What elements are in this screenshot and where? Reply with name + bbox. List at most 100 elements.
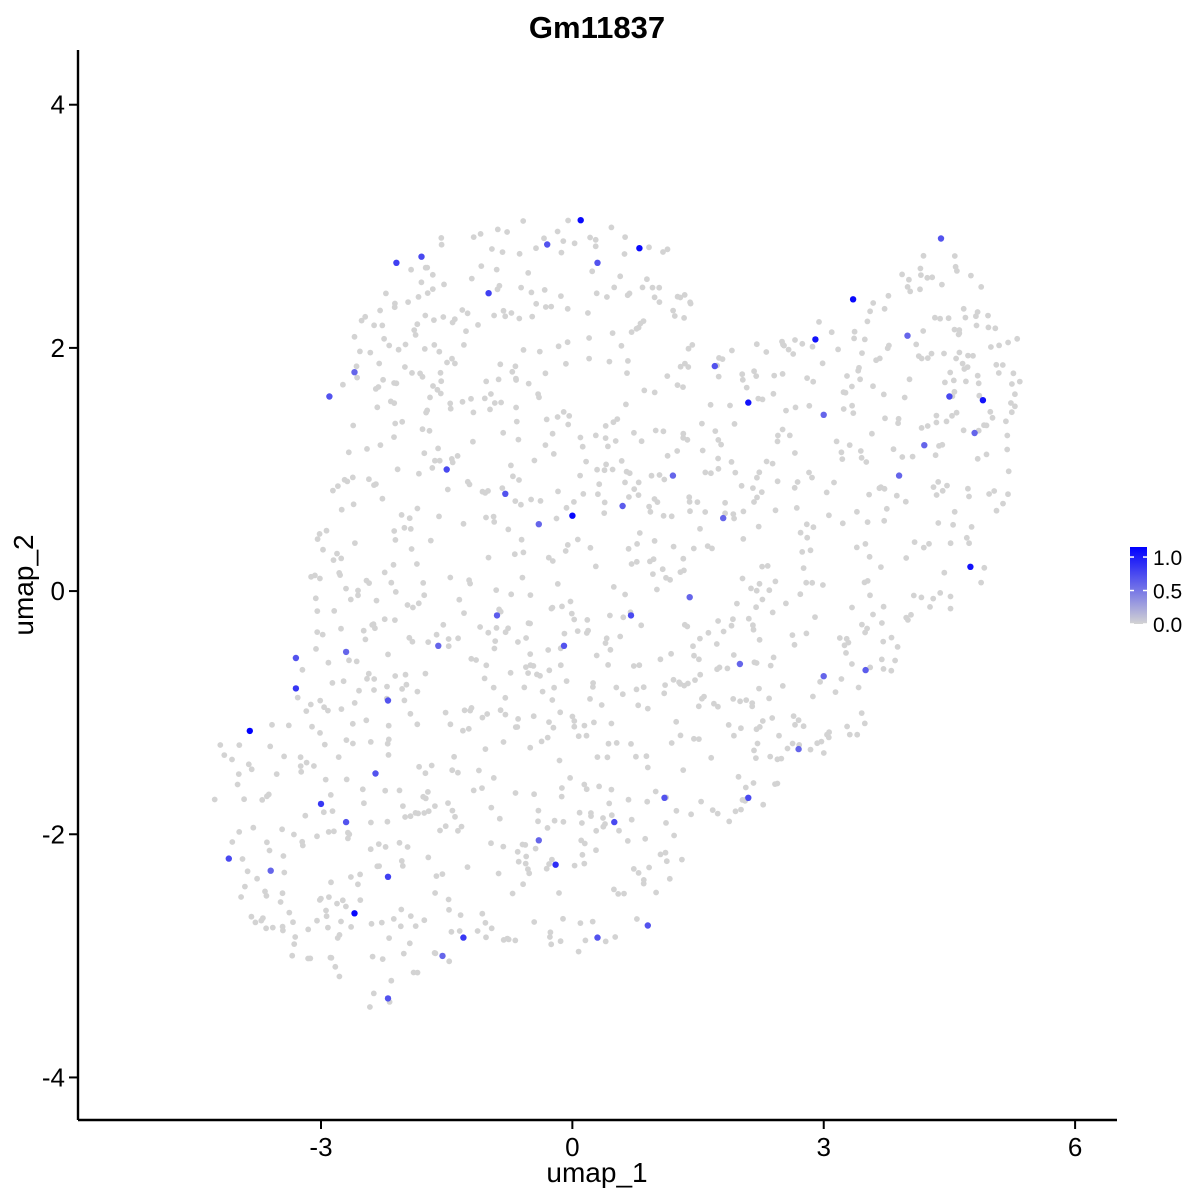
- cell-point: [438, 378, 445, 385]
- cell-point: [429, 286, 436, 292]
- cell-point: [344, 478, 351, 485]
- cell-point: [445, 896, 452, 903]
- cell-point: [385, 722, 392, 729]
- x-tick-label: -3: [309, 1132, 332, 1162]
- expressing-cell-point: [493, 612, 501, 619]
- cell-point: [928, 350, 935, 357]
- cell-point: [995, 370, 1002, 376]
- cell-point: [985, 324, 992, 331]
- cell-point: [456, 928, 463, 934]
- cell-point: [800, 565, 807, 571]
- cell-point: [556, 890, 562, 896]
- cell-point: [924, 355, 931, 361]
- cell-point: [576, 809, 583, 816]
- expressing-cell-point: [485, 290, 492, 297]
- cell-point: [446, 958, 453, 965]
- chart-title: Gm11837: [529, 10, 665, 45]
- cell-point: [345, 835, 351, 842]
- cell-point: [567, 598, 574, 605]
- cell-point: [367, 739, 374, 745]
- cell-point: [371, 322, 377, 329]
- cell-point: [778, 755, 785, 762]
- cell-point: [739, 376, 746, 383]
- cell-point: [806, 469, 812, 476]
- cell-point: [334, 900, 340, 907]
- cell-point: [355, 881, 361, 888]
- cell-point: [498, 399, 504, 406]
- cell-point: [500, 739, 507, 745]
- cell-point: [751, 499, 757, 505]
- cell-point: [623, 401, 629, 408]
- cell-point: [857, 448, 864, 454]
- cell-point: [549, 558, 556, 564]
- cell-point: [574, 536, 581, 543]
- cell-point: [888, 667, 895, 674]
- cell-point: [547, 934, 553, 940]
- cell-point: [763, 349, 770, 355]
- cell-point: [502, 694, 509, 701]
- cell-point: [343, 776, 350, 783]
- cell-point: [642, 835, 649, 842]
- cell-point: [918, 272, 924, 278]
- cell-point: [753, 373, 760, 379]
- cell-point: [447, 400, 454, 407]
- cell-point: [515, 436, 522, 443]
- cell-point: [711, 700, 717, 707]
- cell-point: [656, 284, 663, 291]
- cell-point: [844, 373, 850, 379]
- cell-point: [531, 791, 537, 798]
- cell-point: [697, 671, 704, 678]
- cell-point: [751, 747, 757, 754]
- cell-point: [513, 375, 519, 382]
- cell-point: [656, 299, 663, 305]
- cell-point: [949, 412, 955, 419]
- expressing-cell-point: [904, 332, 911, 339]
- cell-point: [880, 603, 887, 610]
- cell-point: [571, 862, 578, 869]
- cell-point: [920, 252, 927, 259]
- cell-point: [432, 457, 438, 464]
- cell-point: [543, 865, 550, 872]
- cell-point: [550, 724, 557, 731]
- cell-point: [1014, 335, 1021, 342]
- cell-point: [541, 287, 548, 293]
- cell-point: [937, 315, 943, 322]
- cell-point: [433, 631, 440, 638]
- cell-point: [554, 581, 561, 587]
- cell-point: [839, 520, 846, 527]
- cell-point: [697, 525, 703, 532]
- cell-point: [314, 833, 320, 840]
- x-axis-ticks: -3 0 3 6: [309, 1120, 1082, 1162]
- cell-point: [537, 672, 543, 679]
- cell-point: [385, 752, 392, 758]
- cell-point: [586, 335, 592, 341]
- cell-point: [468, 655, 475, 662]
- cell-point: [728, 459, 735, 465]
- cell-point: [751, 659, 758, 666]
- cell-point: [325, 829, 332, 835]
- cell-point: [347, 596, 354, 603]
- cell-point: [549, 430, 556, 437]
- cell-point: [878, 564, 884, 570]
- cell-point: [414, 505, 421, 512]
- cell-point: [548, 941, 555, 948]
- cell-point: [579, 820, 585, 826]
- cell-point: [737, 698, 743, 705]
- cell-point: [423, 409, 429, 416]
- cell-point: [440, 621, 447, 628]
- cell-point: [926, 540, 932, 547]
- cell-point: [731, 732, 737, 739]
- cell-point: [363, 717, 370, 724]
- cell-point: [470, 234, 477, 241]
- cell-point: [947, 369, 954, 376]
- cell-point: [604, 294, 610, 300]
- cell-point: [870, 383, 876, 390]
- cell-point: [587, 696, 593, 702]
- cell-point: [330, 487, 336, 494]
- expressing-cell-point: [535, 521, 542, 528]
- cell-point: [383, 290, 389, 297]
- cell-point: [527, 651, 534, 657]
- cell-point: [325, 924, 331, 931]
- cell-point: [870, 611, 876, 618]
- cell-point: [953, 409, 960, 416]
